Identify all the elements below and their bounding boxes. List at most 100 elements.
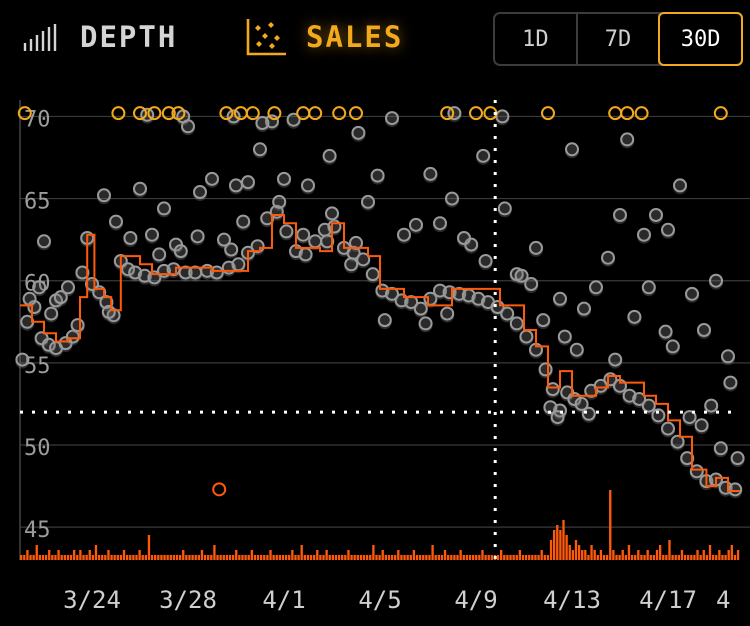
volume-bar bbox=[537, 555, 540, 560]
volume-bar bbox=[634, 555, 637, 560]
volume-bar bbox=[571, 550, 575, 560]
sale-point bbox=[370, 168, 385, 183]
volume-bar bbox=[512, 555, 515, 560]
volume-bar bbox=[72, 550, 76, 560]
volume-bar bbox=[584, 550, 587, 560]
volume-bar bbox=[390, 555, 394, 560]
volume-bar bbox=[116, 555, 119, 560]
volume-bar bbox=[38, 555, 42, 560]
y-tick-label: 70 bbox=[24, 107, 51, 132]
sale-point bbox=[694, 418, 709, 433]
volume-bar bbox=[266, 555, 269, 560]
volume-bar bbox=[453, 555, 456, 560]
volume-bar bbox=[135, 555, 138, 560]
range-7d-button[interactable]: 7D bbox=[578, 14, 661, 64]
sale-point bbox=[178, 265, 193, 280]
volume-bar bbox=[306, 555, 310, 560]
volume-bar bbox=[640, 555, 643, 560]
sale-point bbox=[721, 349, 735, 364]
sale-point bbox=[478, 254, 493, 268]
volume-bar bbox=[362, 555, 366, 560]
volume-bar bbox=[344, 555, 347, 560]
sale-point bbox=[553, 291, 567, 306]
volume-bar bbox=[32, 555, 35, 560]
volume-bar bbox=[649, 555, 652, 560]
volume-bar bbox=[129, 555, 132, 560]
volume-bar bbox=[381, 550, 384, 560]
volume-bar bbox=[182, 550, 185, 560]
sale-point bbox=[279, 224, 294, 239]
sale-point bbox=[101, 304, 116, 319]
sale-point bbox=[209, 265, 224, 280]
volume-bar bbox=[531, 555, 534, 560]
sale-point bbox=[718, 480, 733, 495]
volume-bar bbox=[596, 555, 599, 560]
volume-bar bbox=[418, 555, 422, 560]
sale-point bbox=[713, 441, 728, 456]
sale-point bbox=[205, 171, 219, 186]
volume-bar bbox=[581, 550, 584, 560]
volume-bar bbox=[696, 550, 699, 560]
volume-bar bbox=[655, 550, 659, 560]
volume-bar bbox=[147, 535, 151, 560]
volume-bar bbox=[178, 555, 182, 560]
volume-bar bbox=[602, 555, 606, 560]
volume-bar bbox=[110, 555, 113, 560]
volume-bar bbox=[322, 555, 325, 560]
x-tick-label: 4/1 bbox=[262, 586, 305, 614]
volume-bar bbox=[481, 550, 484, 560]
x-tick-label: 4/13 bbox=[543, 586, 601, 614]
sale-point bbox=[608, 352, 623, 367]
sale-point bbox=[375, 283, 390, 298]
volume-bar bbox=[534, 555, 537, 560]
volume-bar bbox=[250, 550, 253, 560]
volume-bar bbox=[624, 555, 628, 560]
volume-bar bbox=[91, 555, 95, 560]
volume-bar bbox=[325, 550, 328, 560]
sales-chart[interactable]: 4550556065703/243/284/14/54/94/134/174 bbox=[0, 96, 750, 626]
volume-bar bbox=[185, 555, 188, 560]
volume-bar bbox=[556, 525, 559, 560]
volume-bar bbox=[207, 555, 210, 560]
volume-bar bbox=[63, 555, 66, 560]
volume-bar bbox=[471, 555, 475, 560]
volume-bar bbox=[475, 555, 478, 560]
sale-point bbox=[730, 451, 745, 466]
volume-bar bbox=[278, 555, 282, 560]
range-30d-button[interactable]: 30D bbox=[658, 12, 744, 66]
sale-point bbox=[538, 362, 553, 377]
tab-sales[interactable]: SALES bbox=[244, 14, 403, 60]
volume-bar bbox=[643, 555, 646, 560]
volume-bar bbox=[677, 555, 680, 560]
sale-point bbox=[682, 410, 697, 425]
sale-point bbox=[133, 181, 147, 196]
volume-bar bbox=[353, 555, 356, 560]
sale-point bbox=[145, 227, 159, 242]
sale-point bbox=[356, 252, 371, 267]
volume-bar bbox=[288, 555, 291, 560]
sale-point bbox=[277, 171, 291, 186]
sale-point bbox=[193, 185, 207, 199]
sale-point bbox=[680, 451, 695, 466]
volume-bar bbox=[406, 555, 409, 560]
x-tick-label: 4/9 bbox=[454, 586, 497, 614]
sale-point bbox=[217, 232, 231, 247]
volume-bar bbox=[403, 555, 406, 560]
volume-bar bbox=[41, 555, 45, 560]
sale-point bbox=[37, 234, 51, 249]
sale-point bbox=[15, 352, 30, 367]
sale-point bbox=[286, 112, 301, 127]
volume-bar bbox=[213, 545, 216, 560]
volume-bar bbox=[119, 555, 123, 560]
sale-point bbox=[365, 267, 380, 282]
range-1d-button[interactable]: 1D bbox=[495, 14, 578, 64]
volume-bar bbox=[328, 555, 331, 560]
y-tick-label: 50 bbox=[24, 436, 51, 461]
sale-point bbox=[361, 194, 375, 209]
tab-depth[interactable]: DEPTH bbox=[22, 14, 177, 60]
volume-bar bbox=[350, 555, 353, 560]
sale-point bbox=[685, 286, 699, 301]
sale-point bbox=[569, 342, 584, 357]
volume-bar bbox=[194, 555, 197, 560]
volume-bar bbox=[244, 555, 247, 560]
